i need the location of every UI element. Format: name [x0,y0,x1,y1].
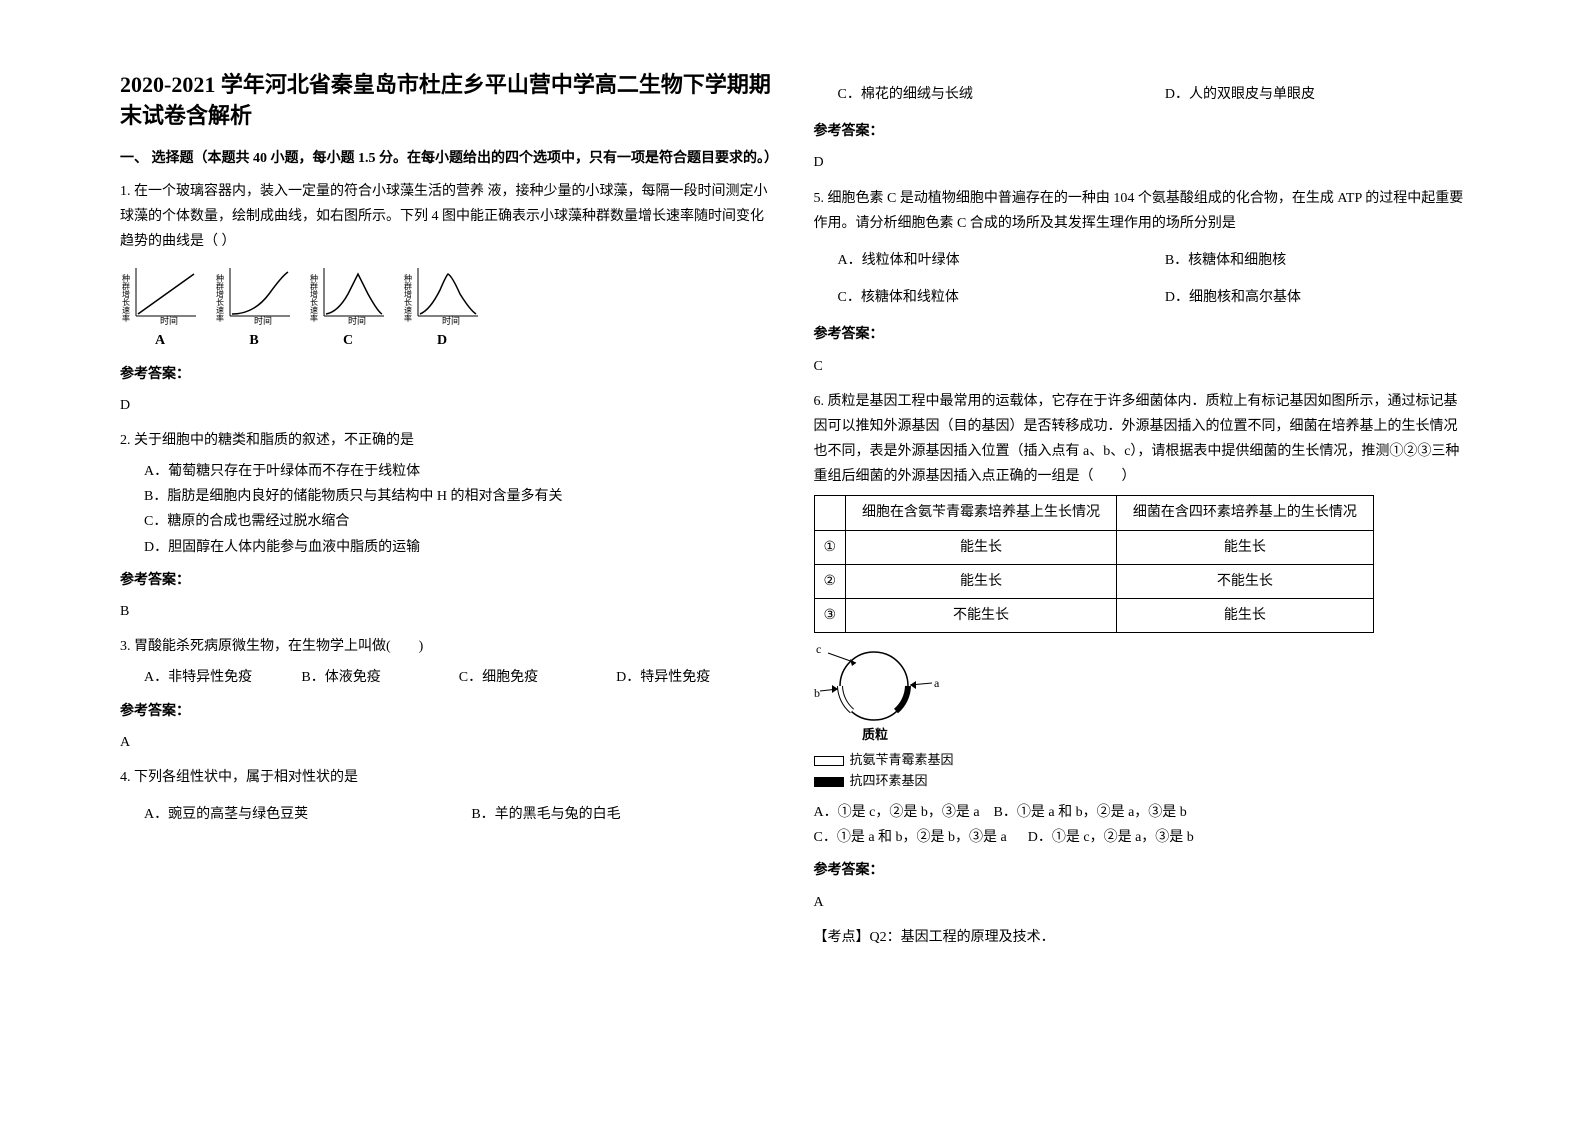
graph-d: 种群增长速率 时间 D [402,264,482,353]
q5-answer-label: 参考答案： [814,322,1468,347]
q6-options-row2: C．①是 a 和 b，②是 b，③是 a D．①是 c，②是 a，③是 b [814,825,1468,850]
svg-text:时间: 时间 [160,315,178,326]
table-row: ① 能生长 能生长 [814,530,1373,564]
q3-text: 3. 胃酸能杀死病原微生物，在生物学上叫做( ) [120,634,774,659]
q4-opt-c: C．棉花的细绒与长绒 [838,82,1165,107]
q2-options: A．葡萄糖只存在于叶绿体而不存在于线粒体 B．脂肪是细胞内良好的储能物质只与其结… [120,459,774,560]
q2-answer-label: 参考答案： [120,568,774,593]
table-header [814,496,845,530]
q4-opt-d: D．人的双眼皮与单眼皮 [1165,82,1467,107]
q5-opt-a: A．线粒体和叶绿体 [838,248,1165,273]
graph-a-label: A [120,328,200,353]
q6-opt-b: B．①是 a 和 b，②是 a，③是 b [994,805,1187,820]
q3-opt-a: A．非特异性免疫 [144,665,301,690]
table-header: 细菌在含四环素培养基上的生长情况 [1117,496,1373,530]
q4-answer: D [814,150,1468,175]
graph-b: 种群增长速率 时间 B [214,264,294,353]
q4-opt-b: B．羊的黑毛与兔的白毛 [471,802,773,827]
legend-box-open [814,756,844,766]
q5-opt-b: B．核糖体和细胞核 [1165,248,1467,273]
q3-answer-label: 参考答案： [120,699,774,724]
graph-b-label: B [214,328,294,353]
table-header-row: 细胞在含氨苄青霉素培养基上生长情况 细菌在含四环素培养基上的生长情况 [814,496,1373,530]
svg-text:种群增长速率: 种群增长速率 [216,273,225,323]
svg-text:a: a [934,676,940,690]
table-cell: 能生长 [1117,530,1373,564]
q6-answer: A [814,890,1468,915]
svg-text:c: c [816,642,821,656]
q4-answer-label: 参考答案： [814,119,1468,144]
graph-d-label: D [402,328,482,353]
q1-graphs: 种群增长速率 时间 A 种群增长速率 时间 B 种群增长速率 [120,264,774,353]
q3-opt-b: B．体液免疫 [301,665,458,690]
q4-text: 4. 下列各组性状中，属于相对性状的是 [120,765,774,790]
q6-opt-a: A．①是 c，②是 b，③是 a [814,805,980,820]
legend-box-filled [814,777,844,787]
q6-opt-d: D．①是 c，②是 a，③是 b [1028,830,1194,845]
q2-opt-a: A．葡萄糖只存在于叶绿体而不存在于线粒体 [144,459,774,484]
graph-a: 种群增长速率 时间 A [120,264,200,353]
q6-answer-label: 参考答案： [814,858,1468,883]
svg-text:种群增长速率: 种群增长速率 [310,273,319,323]
table-row: ③ 不能生长 能生长 [814,599,1373,633]
q1-answer-label: 参考答案： [120,362,774,387]
svg-text:时间: 时间 [254,315,272,326]
q5-text: 5. 细胞色素 C 是动植物细胞中普遍存在的一种由 104 个氨基酸组成的化合物… [814,186,1468,236]
table-cell: ① [814,530,845,564]
q6-opt-c: C．①是 a 和 b，②是 b，③是 a [814,830,1007,845]
q5-options-row1: A．线粒体和叶绿体 B．核糖体和细胞核 [814,248,1468,273]
table-cell: ② [814,564,845,598]
legend-amp-label: 抗氨苄青霉素基因 [850,750,954,771]
svg-text:种群增长速率: 种群增长速率 [404,273,413,323]
q2-answer: B [120,599,774,624]
q6-table: 细胞在含氨苄青霉素培养基上生长情况 细菌在含四环素培养基上的生长情况 ① 能生长… [814,495,1374,633]
left-column: 2020-2021 学年河北省秦皇岛市杜庄乡平山营中学高二生物下学期期末试卷含解… [100,70,794,1082]
svg-text:时间: 时间 [442,315,460,326]
table-cell: ③ [814,599,845,633]
svg-text:质粒: 质粒 [862,727,888,741]
q2-opt-b: B．脂肪是细胞内良好的储能物质只与其结构中 H 的相对含量多有关 [144,484,774,509]
q6-options-row1: A．①是 c，②是 b，③是 a B．①是 a 和 b，②是 a，③是 b [814,800,1468,825]
legend-tet: 抗四环素基因 [814,771,1468,792]
q6-text: 6. 质粒是基因工程中最常用的运载体，它存在于许多细菌体内．质粒上有标记基因如图… [814,389,1468,490]
right-column: C．棉花的细绒与长绒 D．人的双眼皮与单眼皮 参考答案： D 5. 细胞色素 C… [794,70,1488,1082]
q5-options-row2: C．核糖体和线粒体 D．细胞核和高尔基体 [814,285,1468,310]
table-header: 细胞在含氨苄青霉素培养基上生长情况 [845,496,1116,530]
q3-options: A．非特异性免疫 B．体液免疫 C．细胞免疫 D．特异性免疫 [120,665,774,690]
q4-opt-a: A．豌豆的高茎与绿色豆荚 [144,802,471,827]
q6-note: 【考点】Q2：基因工程的原理及技术． [814,925,1468,950]
q5-answer: C [814,354,1468,379]
table-cell: 不能生长 [845,599,1116,633]
table-cell: 能生长 [845,530,1116,564]
legend-amp: 抗氨苄青霉素基因 [814,750,1468,771]
q4-options-row2: C．棉花的细绒与长绒 D．人的双眼皮与单眼皮 [814,82,1468,107]
q1-text: 1. 在一个玻璃容器内，装入一定量的符合小球藻生活的营养 液，接种少量的小球藻，… [120,179,774,255]
plasmid-diagram: c b a 质粒 抗氨苄青霉素基因 抗四环素基因 [814,641,1468,792]
table-cell: 能生长 [845,564,1116,598]
q2-opt-d: D．胆固醇在人体内能参与血液中脂质的运输 [144,535,774,560]
svg-text:种群增长速率: 种群增长速率 [122,273,131,323]
q1-answer: D [120,393,774,418]
q5-opt-c: C．核糖体和线粒体 [838,285,1165,310]
section-heading: 一、 选择题（本题共 40 小题，每小题 1.5 分。在每小题给出的四个选项中，… [120,146,774,171]
svg-text:b: b [814,686,820,700]
q2-text: 2. 关于细胞中的糖类和脂质的叙述，不正确的是 [120,428,774,453]
q3-opt-d: D．特异性免疫 [616,665,773,690]
graph-c: 种群增长速率 时间 C [308,264,388,353]
graph-c-label: C [308,328,388,353]
q4-options-row1: A．豌豆的高茎与绿色豆荚 B．羊的黑毛与兔的白毛 [120,802,774,827]
q5-opt-d: D．细胞核和高尔基体 [1165,285,1467,310]
table-cell: 不能生长 [1117,564,1373,598]
table-cell: 能生长 [1117,599,1373,633]
q3-opt-c: C．细胞免疫 [459,665,616,690]
legend-tet-label: 抗四环素基因 [850,771,928,792]
q2-opt-c: C．糖原的合成也需经过脱水缩合 [144,509,774,534]
table-row: ② 能生长 不能生长 [814,564,1373,598]
svg-text:时间: 时间 [348,315,366,326]
page-title: 2020-2021 学年河北省秦皇岛市杜庄乡平山营中学高二生物下学期期末试卷含解… [120,70,774,132]
q3-answer: A [120,730,774,755]
